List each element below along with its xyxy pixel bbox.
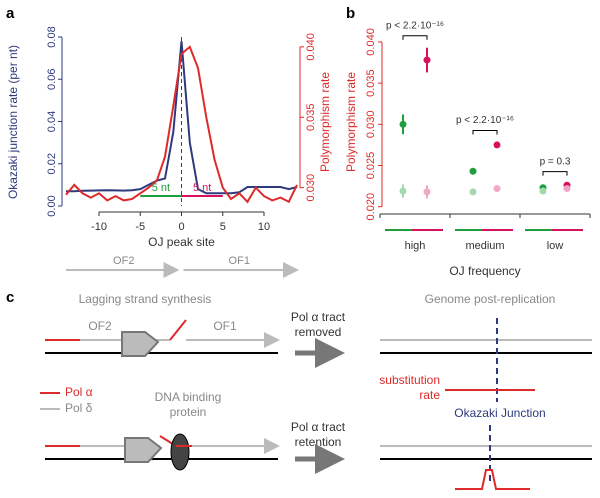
y-tick-label: 0.020 xyxy=(365,193,377,221)
diagram-title: Lagging strand synthesis xyxy=(79,292,212,306)
x-axis-label: OJ peak site xyxy=(148,235,215,249)
annotation: p < 2.2·10⁻¹⁶ xyxy=(386,20,444,31)
y2-tick-label: 0.040 xyxy=(305,33,317,61)
diagram: c Lagging strand synthesis Genome post-r… xyxy=(6,289,592,490)
legend-label: Pol δ xyxy=(65,401,93,415)
x-tick-label: medium xyxy=(465,240,504,252)
legend-label: Pol α xyxy=(65,385,93,399)
flank-label: OF1 xyxy=(213,319,237,333)
protein-label: protein xyxy=(170,405,207,419)
y-tick-label: 0.025 xyxy=(365,152,377,180)
y-tick-label: 0.035 xyxy=(365,69,377,97)
y2-tick-label: 0.030 xyxy=(305,174,317,202)
point xyxy=(493,185,501,193)
annotation: 5 nt xyxy=(193,182,211,194)
y-tick-label: 0.08 xyxy=(46,26,58,47)
point xyxy=(423,188,431,196)
panel-label: b xyxy=(346,5,355,22)
flank-label: OF2 xyxy=(88,319,112,333)
annotation: p = 0.3 xyxy=(540,156,571,167)
point xyxy=(423,56,431,64)
annotation: 5 nt xyxy=(152,182,170,194)
x-tick-label: 5 xyxy=(220,221,226,233)
x-tick-label: low xyxy=(547,240,564,252)
y-tick-label: 0.04 xyxy=(46,111,58,132)
point xyxy=(493,141,501,149)
y-axis-label: Okazaki junction rate (per nt) xyxy=(6,45,20,199)
comparison-bracket xyxy=(542,171,568,176)
substitution-label: rate xyxy=(419,388,440,402)
point xyxy=(539,187,547,195)
data-line xyxy=(65,45,298,204)
pol-alpha-primer xyxy=(169,319,187,341)
point xyxy=(399,187,407,195)
flank-label: OF1 xyxy=(229,255,250,267)
polymerase xyxy=(124,437,163,463)
y-tick-label: 0.06 xyxy=(46,69,58,90)
y-tick-label: 0.02 xyxy=(46,153,58,174)
step-label: retention xyxy=(295,435,342,449)
step-label: removed xyxy=(295,325,342,339)
x-tick-label: 0 xyxy=(178,221,184,233)
point xyxy=(469,167,477,175)
panel-label: c xyxy=(6,289,14,306)
substitution-profile xyxy=(455,469,530,490)
y-tick-label: 0.030 xyxy=(365,111,377,139)
point xyxy=(563,185,571,193)
protein-label: DNA binding xyxy=(155,390,222,404)
x-tick-label: -5 xyxy=(135,221,145,233)
junction-label: Okazaki Junction xyxy=(454,406,545,420)
point xyxy=(399,120,407,128)
x-axis-label: OJ frequency xyxy=(449,264,520,278)
comparison-bracket xyxy=(402,35,428,40)
diagram-title: Genome post-replication xyxy=(425,292,556,306)
x-tick-label: high xyxy=(405,240,426,252)
data-line xyxy=(66,41,298,195)
comparison-bracket xyxy=(472,129,498,135)
annotation: p < 2.2·10⁻¹⁶ xyxy=(456,115,514,126)
binding-protein xyxy=(170,433,190,471)
substitution-label: substitution xyxy=(379,373,440,387)
y2-axis-label: Polymorphism rate xyxy=(318,72,332,172)
x-tick-label: -10 xyxy=(91,221,107,233)
step-label: Pol α tract xyxy=(291,310,346,324)
y-axis-label: Polymorphism rate xyxy=(344,72,358,172)
step-label: Pol α tract xyxy=(291,420,346,434)
panel-label: a xyxy=(6,5,15,22)
point xyxy=(469,188,477,196)
x-tick-label: 10 xyxy=(258,221,270,233)
y2-tick-label: 0.035 xyxy=(305,104,317,132)
flank-label: OF2 xyxy=(113,255,134,267)
polymerase xyxy=(121,331,160,357)
y-tick-label: 0.00 xyxy=(46,195,58,216)
y-tick-label: 0.040 xyxy=(365,28,377,56)
